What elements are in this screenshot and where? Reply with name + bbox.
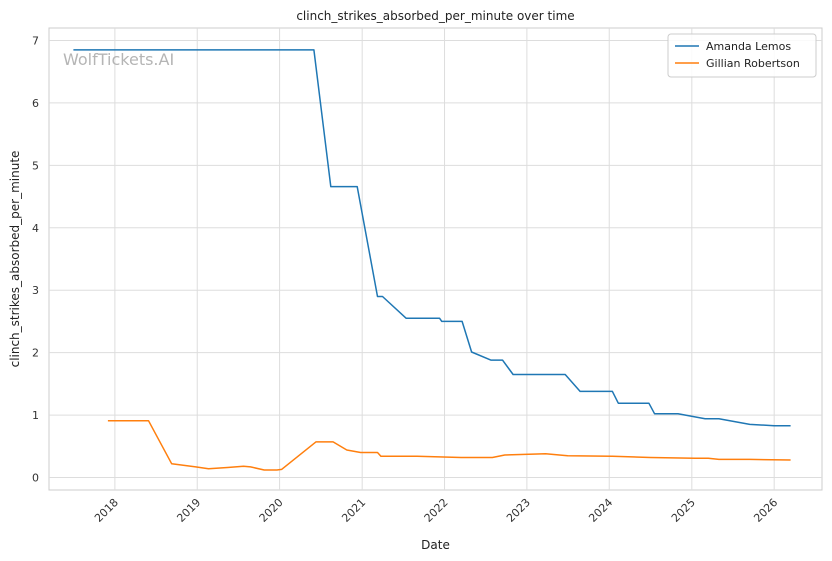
legend-entry: Amanda Lemos (706, 40, 791, 53)
x-tick-label: 2019 (174, 496, 203, 525)
x-tick-label: 2022 (422, 496, 451, 525)
x-tick-label: 2021 (339, 496, 368, 525)
y-tick-label: 0 (32, 472, 39, 485)
series-lines (73, 49, 791, 471)
y-tick-label: 7 (32, 34, 39, 47)
x-tick-label: 2020 (257, 496, 286, 525)
y-axis-label: clinch_strikes_absorbed_per_minute (8, 151, 22, 368)
y-gridlines (49, 39, 822, 479)
x-tick-labels: 2018 2019 2020 2021 2022 2023 2024 2025 2026 (92, 496, 780, 525)
x-tick-label: 2025 (669, 496, 698, 525)
legend: Amanda Lemos Gillian Robertson (667, 33, 817, 78)
legend-entry: Gillian Robertson (706, 57, 800, 70)
y-tick-label: 1 (32, 409, 39, 422)
y-tick-label: 3 (32, 284, 39, 297)
y-tick-label: 5 (32, 159, 39, 172)
y-tick-labels: 0 1 2 3 4 5 6 7 (32, 34, 39, 484)
x-gridlines (114, 28, 775, 490)
plot-area (48, 27, 823, 491)
series-line (107, 419, 791, 471)
legend-box (667, 33, 817, 78)
watermark-text: WolfTickets.AI (63, 50, 174, 69)
x-axis-label: Date (421, 538, 450, 552)
x-tick-label: 2023 (504, 496, 533, 525)
series-line (73, 49, 791, 427)
x-tick-label: 2024 (586, 496, 615, 525)
x-tick-label: 2026 (751, 496, 780, 525)
y-tick-label: 2 (32, 347, 39, 360)
chart-title: clinch_strikes_absorbed_per_minute over … (296, 9, 574, 23)
x-tick-label: 2018 (92, 496, 121, 525)
y-tick-label: 6 (32, 97, 39, 110)
y-tick-label: 4 (32, 222, 39, 235)
